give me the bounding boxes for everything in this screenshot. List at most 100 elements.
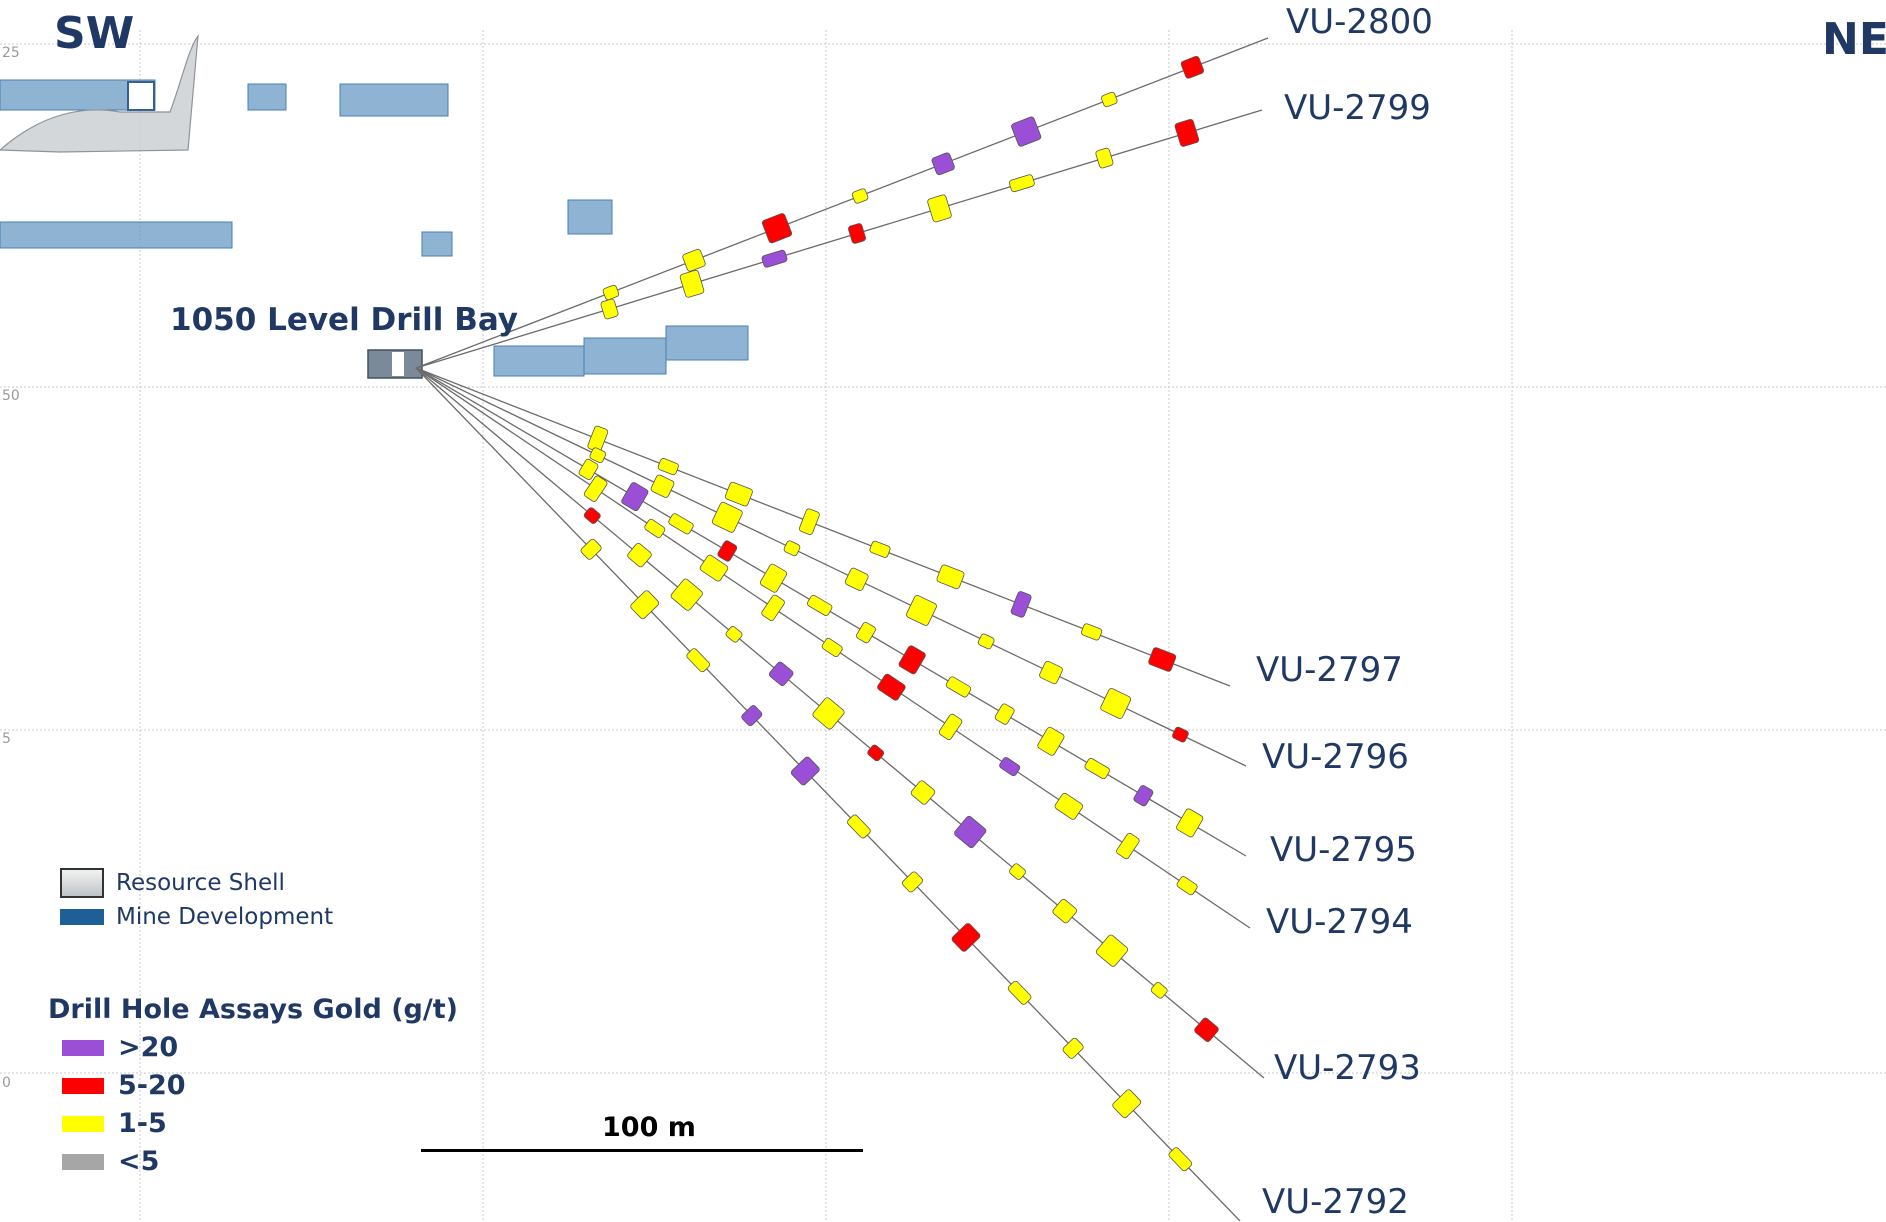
assay-interval [799, 508, 820, 535]
assay-interval [589, 447, 607, 464]
assay-interval [724, 481, 753, 507]
assay-interval [847, 814, 871, 839]
scale-bar-label: 100 m [602, 1112, 696, 1143]
assay-interval [1174, 118, 1200, 147]
assay-interval [761, 213, 793, 244]
mine-development [0, 33, 749, 379]
assay-interval [679, 269, 705, 298]
assay-legend-title: Drill Hole Assays Gold (g/t) [48, 994, 458, 1025]
assay-interval [1168, 1147, 1193, 1172]
assay-interval [621, 482, 649, 512]
assay-interval [1009, 863, 1026, 880]
drill-trace-vu-2797 [415, 367, 1231, 687]
drill-traces [415, 37, 1269, 1221]
assay-interval [1176, 876, 1198, 896]
assay-interval [1176, 808, 1204, 838]
compass-sw-label: SW [54, 8, 135, 59]
hole-label-vu-2794: VU-2794 [1266, 902, 1413, 942]
assay-interval [851, 188, 869, 204]
assay-interval [1081, 623, 1103, 641]
hole-label-vu-2799: VU-2799 [1284, 88, 1431, 128]
assay-interval [761, 594, 785, 621]
assay-5-20-swatch [62, 1077, 104, 1094]
drill-trace-vu-2799 [415, 109, 1263, 369]
assay-interval [768, 661, 794, 686]
development-drift [421, 231, 453, 257]
legend-assay-5-20: 5-20 [62, 1070, 186, 1101]
assay-interval [1148, 647, 1177, 672]
assay-interval [717, 540, 738, 562]
drill-trace-vu-2795 [415, 367, 1247, 857]
assay-interval [931, 152, 955, 176]
assay-interval [741, 705, 763, 727]
drill-bay-opening [392, 352, 404, 376]
assay-interval [578, 458, 599, 480]
assay-interval [821, 637, 843, 658]
scale-bar-line [421, 1149, 863, 1152]
legend-resource-shell-label: Resource Shell [116, 870, 285, 896]
assay-interval [650, 474, 675, 498]
assay-interval [927, 194, 952, 223]
assay-gt20-swatch [62, 1039, 104, 1056]
assay-interval [657, 458, 679, 476]
assay-interval [583, 507, 601, 524]
assay-interval [954, 815, 987, 849]
assay-interval [994, 703, 1015, 725]
grid-tick-label: 50 [2, 388, 20, 404]
assay-interval [1037, 726, 1065, 756]
assay-intervals [578, 55, 1219, 1172]
assay-gt20-label: >20 [118, 1032, 179, 1063]
assay-interval [1116, 832, 1140, 860]
assay-1-5-swatch [62, 1115, 104, 1132]
assay-interval [725, 626, 743, 643]
assay-interval [580, 538, 602, 560]
assay-interval [790, 756, 820, 786]
assay-interval [1084, 757, 1110, 780]
assay-interval [1194, 1017, 1219, 1042]
assay-1-5-label: 1-5 [118, 1108, 167, 1139]
development-drift [339, 83, 449, 117]
assay-interval [682, 248, 706, 272]
hole-label-vu-2793: VU-2793 [1274, 1048, 1421, 1088]
development-opening [127, 81, 155, 111]
assay-interval [1133, 785, 1154, 807]
grid-tick-label: 0 [2, 1075, 11, 1091]
assay-interval [1150, 982, 1168, 999]
assay-interval [869, 540, 891, 558]
assay-interval [761, 249, 788, 268]
assay-interval [807, 594, 833, 616]
drill-trace-vu-2792 [415, 367, 1241, 1221]
hole-label-vu-2795: VU-2795 [1270, 830, 1417, 870]
resource-shell [0, 33, 199, 153]
assay-interval [999, 757, 1021, 777]
assay-interval [1095, 147, 1114, 169]
assay-interval [867, 744, 885, 762]
legend-mine-development-label: Mine Development [116, 904, 334, 930]
grid-tick-label: 5 [2, 731, 11, 747]
assay-interval [1009, 174, 1035, 193]
assay-interval [668, 513, 694, 535]
drill-bay-label: 1050 Level Drill Bay [170, 302, 518, 338]
assay-interval [1039, 660, 1063, 685]
assay-interval [1112, 1089, 1142, 1119]
development-drift [583, 337, 667, 375]
assay-interval [627, 542, 652, 568]
assay-interval [1172, 726, 1189, 743]
assay-interval [938, 713, 963, 741]
assay-interval [1100, 688, 1132, 719]
section-grid [0, 30, 1886, 1221]
legend-assay-gt20: >20 [62, 1032, 178, 1063]
drill-trace-vu-2793 [415, 367, 1265, 1079]
assay-interval [583, 475, 608, 502]
hole-label-vu-2796: VU-2796 [1262, 737, 1409, 777]
assay-interval [1095, 934, 1129, 967]
assay-interval [1101, 91, 1118, 108]
assay-interval [951, 923, 981, 952]
assay-interval [848, 223, 866, 244]
assay-interval [906, 594, 937, 626]
assay-interval [945, 676, 972, 698]
assay-interval [812, 697, 845, 730]
assay-lt5-label: <5 [118, 1146, 160, 1177]
